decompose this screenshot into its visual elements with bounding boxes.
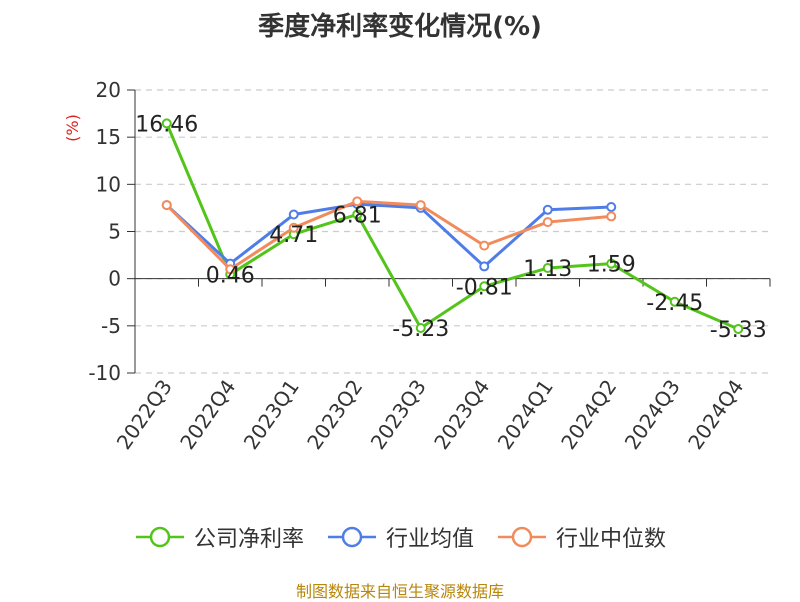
data-point: [479, 240, 490, 251]
legend-item[interactable]: 行业均值: [326, 521, 474, 553]
series-line: [165, 202, 612, 268]
data-point: [606, 258, 617, 269]
data-label: 16.46: [135, 112, 198, 137]
legend-label: 行业中位数: [556, 527, 667, 552]
data-label: 1.13: [523, 257, 572, 282]
chart-title: 季度净利率变化情况(%): [258, 12, 542, 42]
legend-label: 公司净利率: [193, 527, 304, 552]
data-point: [542, 217, 553, 228]
data-label: 4.71: [269, 223, 318, 248]
data-label: -0.81: [456, 275, 513, 300]
data-point: [606, 201, 617, 212]
y-tick-label: 10: [96, 172, 121, 196]
data-labels: 16.46 0.46 4.71 6.81 -5.23 -0.81 1.13 1.59 -2.45…: [135, 112, 766, 343]
data-point: [288, 209, 299, 220]
data-label: 1.59: [587, 253, 636, 278]
data-label: 0.46: [206, 263, 255, 288]
data-point: [352, 196, 363, 207]
data-label: -5.23: [392, 317, 449, 342]
x-tick-label: 2022Q3: [112, 375, 177, 454]
legend-item[interactable]: 公司净利率: [134, 521, 304, 553]
x-tick-label: 2024Q1: [493, 375, 558, 454]
y-axis-label: (%): [63, 114, 82, 142]
x-tick-label: 2023Q2: [302, 375, 367, 454]
series-line: [165, 122, 739, 331]
series-line: [165, 199, 612, 271]
legend-label: 行业均值: [385, 527, 474, 552]
x-tick-label: 2022Q4: [175, 375, 240, 454]
data-point: [161, 118, 172, 129]
legend-marker-icon: [135, 526, 184, 548]
x-tick-label: 2023Q1: [239, 375, 304, 454]
legend: 公司净利率 行业均值 行业中位数: [0, 520, 800, 554]
x-tick-label: 2024Q4: [683, 375, 748, 454]
legend-marker-icon: [327, 526, 376, 548]
grid-lines: [135, 89, 770, 374]
legend-marker-icon: [498, 526, 546, 548]
data-label: 6.81: [333, 203, 382, 228]
data-label: -2.45: [646, 291, 703, 316]
legend-item[interactable]: 行业中位数: [496, 521, 666, 553]
data-point: [542, 263, 553, 274]
data-point: [288, 222, 299, 233]
y-tick-label: 20: [96, 78, 121, 102]
data-point: [225, 264, 236, 275]
source-note: 制图数据来自恒生聚源数据库: [295, 582, 504, 601]
data-point: [606, 211, 617, 222]
data-point: [542, 204, 553, 215]
y-tick-label: 15: [96, 125, 121, 149]
data-label: -5.33: [710, 318, 767, 343]
y-tick-label: -5: [101, 314, 121, 338]
x-tick-label: 2024Q3: [620, 375, 685, 454]
data-point: [415, 323, 426, 334]
x-tick-label: 2023Q4: [429, 375, 494, 454]
x-tick-label: 2023Q3: [366, 375, 431, 454]
data-point: [479, 281, 490, 292]
series-lines: [161, 118, 744, 334]
y-tick-label: -10: [88, 361, 121, 385]
data-point: [352, 209, 363, 220]
x-tick-label: 2024Q2: [556, 375, 621, 454]
data-point: [733, 323, 744, 334]
data-point: [669, 296, 680, 307]
data-point: [161, 200, 172, 211]
data-point: [479, 261, 490, 272]
data-point: [415, 200, 426, 211]
y-tick-label: 0: [108, 267, 121, 291]
y-tick-label: 5: [108, 220, 121, 244]
